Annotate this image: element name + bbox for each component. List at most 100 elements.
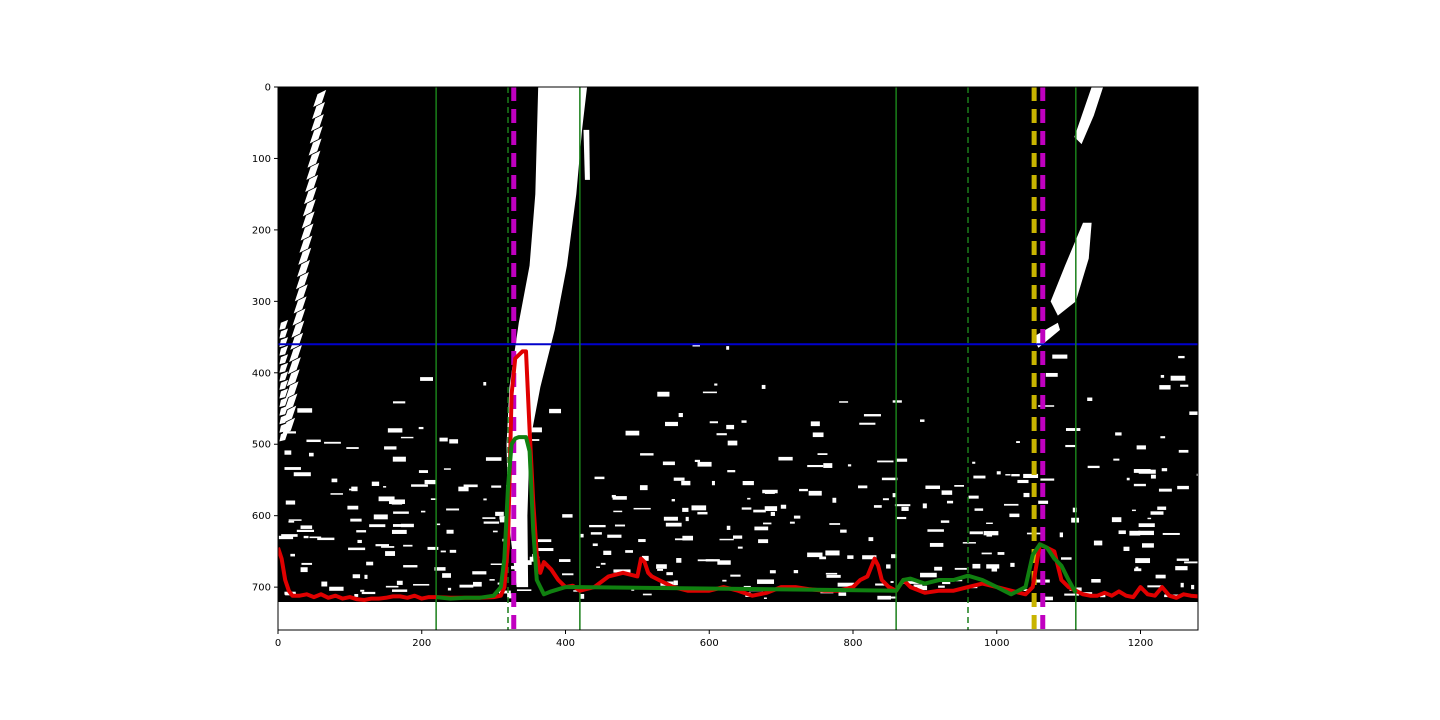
noise-speck [881,477,898,481]
noise-speck [1191,584,1195,590]
noise-speck [839,401,849,403]
y-tick-label: 0 [265,83,271,94]
noise-speck [896,516,907,520]
left-edge-streak [308,138,322,156]
noise-speck [427,546,439,550]
noise-speck [285,500,296,505]
noise-speck [562,514,573,518]
noise-speck [1003,503,1019,506]
noise-speck [317,537,335,541]
noise-speck [489,579,495,581]
noise-speck [807,552,823,558]
noise-speck [858,485,868,489]
noise-speck [393,511,409,514]
noise-speck [934,566,943,571]
noise-speck [663,516,678,521]
noise-speck [411,484,428,487]
left-edge-streak [292,308,306,326]
noise-speck [891,554,897,559]
noise-speck [754,526,769,531]
left-edge-streak [297,259,311,278]
noise-speck [793,570,799,574]
left-edge-streak [298,247,312,265]
noise-speck [894,504,911,507]
noise-speck [485,457,502,461]
noise-speck [1150,474,1156,479]
noise-speck [940,520,950,523]
noise-speck [498,590,511,594]
y-tick-label: 600 [252,511,271,522]
x-tick-label: 200 [412,638,431,649]
right-lane-dash-low [1032,322,1060,348]
noise-speck [719,538,734,541]
x-tick-label: 600 [700,638,719,649]
noise-speck [925,485,941,489]
noise-speck [1045,372,1058,377]
noise-speck [1147,517,1152,520]
noise-speck [1160,374,1165,378]
noise-speck [927,529,944,532]
noise-speck [671,498,675,502]
noise-speck [1157,506,1167,510]
noise-speck [877,460,894,463]
noise-speck [981,552,992,555]
left-edge-streak [305,174,319,193]
noise-speck [1175,566,1188,571]
y-tick-label: 500 [252,440,271,451]
left-edge-streak [299,235,313,253]
noise-speck [392,524,408,527]
noise-speck [954,567,967,570]
noise-speck [446,508,460,511]
noise-speck [1189,411,1198,415]
y-tick-label: 200 [252,225,271,236]
noise-speck [726,525,731,530]
noise-speck [1178,449,1189,453]
left-edge-streak [279,422,289,433]
noise-speck [495,511,504,516]
noise-speck [592,543,598,547]
noise-speck [716,433,727,436]
noise-speck [348,488,354,491]
noise-speck [1147,585,1162,588]
noise-speck [297,408,313,413]
noise-speck [536,548,554,552]
noise-speck [1180,582,1184,588]
noise-speck [1091,579,1101,583]
noise-speck [903,581,920,584]
noise-speck [799,488,808,492]
noise-speck [303,535,309,539]
noise-speck [1138,469,1156,474]
noise-speck [385,551,396,556]
noise-speck [596,566,600,568]
noise-speck [697,511,708,515]
noise-speck [997,552,1005,555]
noise-speck [726,424,735,430]
noise-speck [1052,354,1068,359]
noise-speck [991,567,998,572]
noise-speck [762,489,778,494]
noise-speck [296,529,315,532]
noise-speck [284,431,296,434]
noise-speck [357,539,362,544]
noise-speck [381,546,395,548]
noise-speck [403,565,418,568]
noise-speck [825,550,840,556]
noise-speck [717,560,731,565]
left-edge-streak [279,431,289,442]
noise-speck [942,580,951,585]
noise-speck [673,477,685,481]
noise-speck [986,522,993,525]
noise-speck [837,582,855,587]
noise-speck [763,597,767,599]
noise-speck [449,439,459,444]
left-edge-streak [302,199,316,217]
noise-speck [612,496,627,500]
noise-speck [518,519,526,525]
noise-speck [823,463,833,468]
noise-speck [972,563,981,569]
noise-speck [1009,513,1020,518]
noise-speck [673,580,678,586]
noise-speck [420,510,426,513]
noise-speck [483,498,487,501]
noise-speck [491,485,502,488]
